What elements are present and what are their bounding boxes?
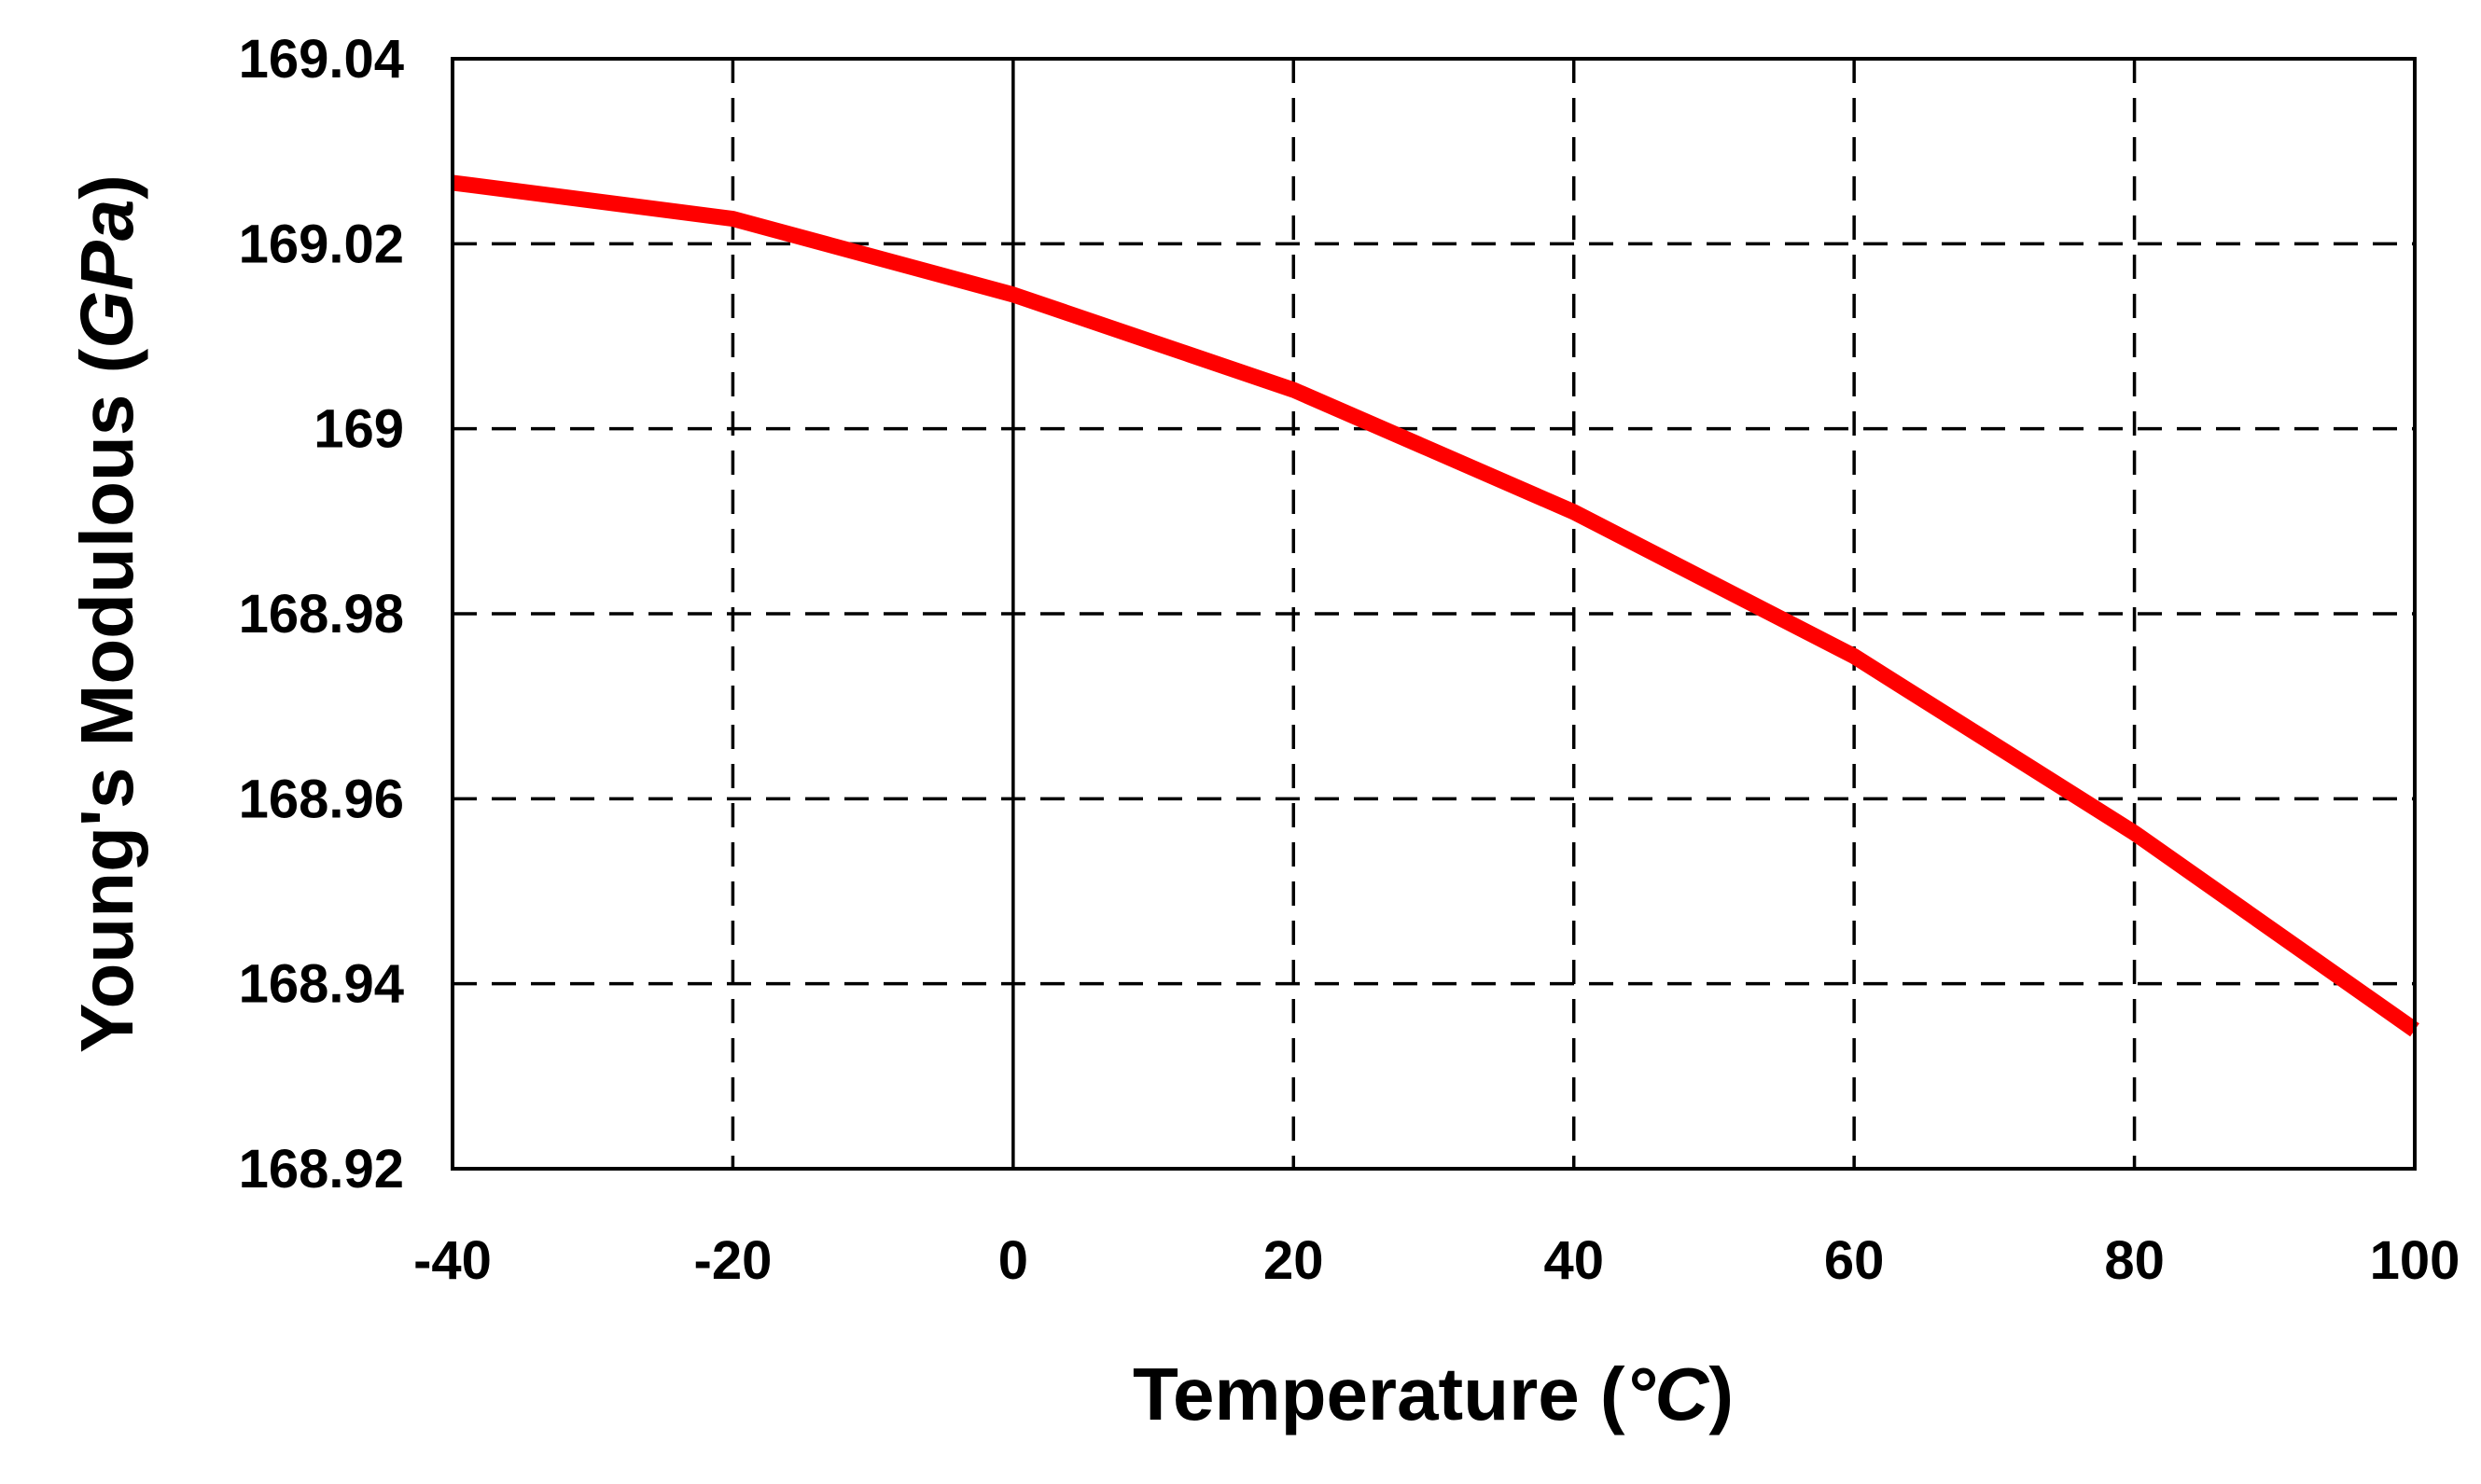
series-line [451,174,2419,1037]
plot-frame [451,57,2417,1171]
y-tick-label: 169.04 [239,29,404,90]
y-axis-title-prefix: Young's Modulous ( [65,348,148,1053]
x-axis-title-suffix: ) [1708,1352,1734,1435]
x-tick-label: 80 [2104,1230,2165,1291]
x-axis-title: Temperature (°C) [1133,1352,1734,1435]
x-tick-label: -40 [413,1230,492,1291]
y-axis-title-suffix: ) [65,174,148,200]
x-tick-label: 0 [998,1230,1028,1291]
y-tick-label: 169.02 [239,214,404,274]
y-axis-title-unit: GPa [65,200,148,349]
y-tick-label: 168.92 [239,1139,404,1200]
y-tick-label: 168.94 [239,954,404,1015]
y-tick-label: 168.98 [239,584,404,645]
x-axis-title-prefix: Temperature ( [1133,1352,1625,1435]
x-tick-label: 20 [1263,1230,1324,1291]
series-layer [451,174,2419,1037]
tick-layer: -40 -20 0 20 40 60 80 100 168.92 168.94 168.96 168.… [239,29,2460,1291]
x-axis-title-unit: °C [1625,1352,1710,1435]
x-tick-label: -20 [694,1230,773,1291]
x-tick-label: 60 [1824,1230,1885,1291]
x-tick-label: 100 [2370,1230,2460,1291]
y-tick-label: 169 [314,399,404,460]
x-tick-label: 40 [1543,1230,1604,1291]
y-tick-label: 168.96 [239,769,404,829]
y-axis-title: Young's Modulous (GPa) [65,174,148,1053]
grid-layer [453,59,2415,1169]
